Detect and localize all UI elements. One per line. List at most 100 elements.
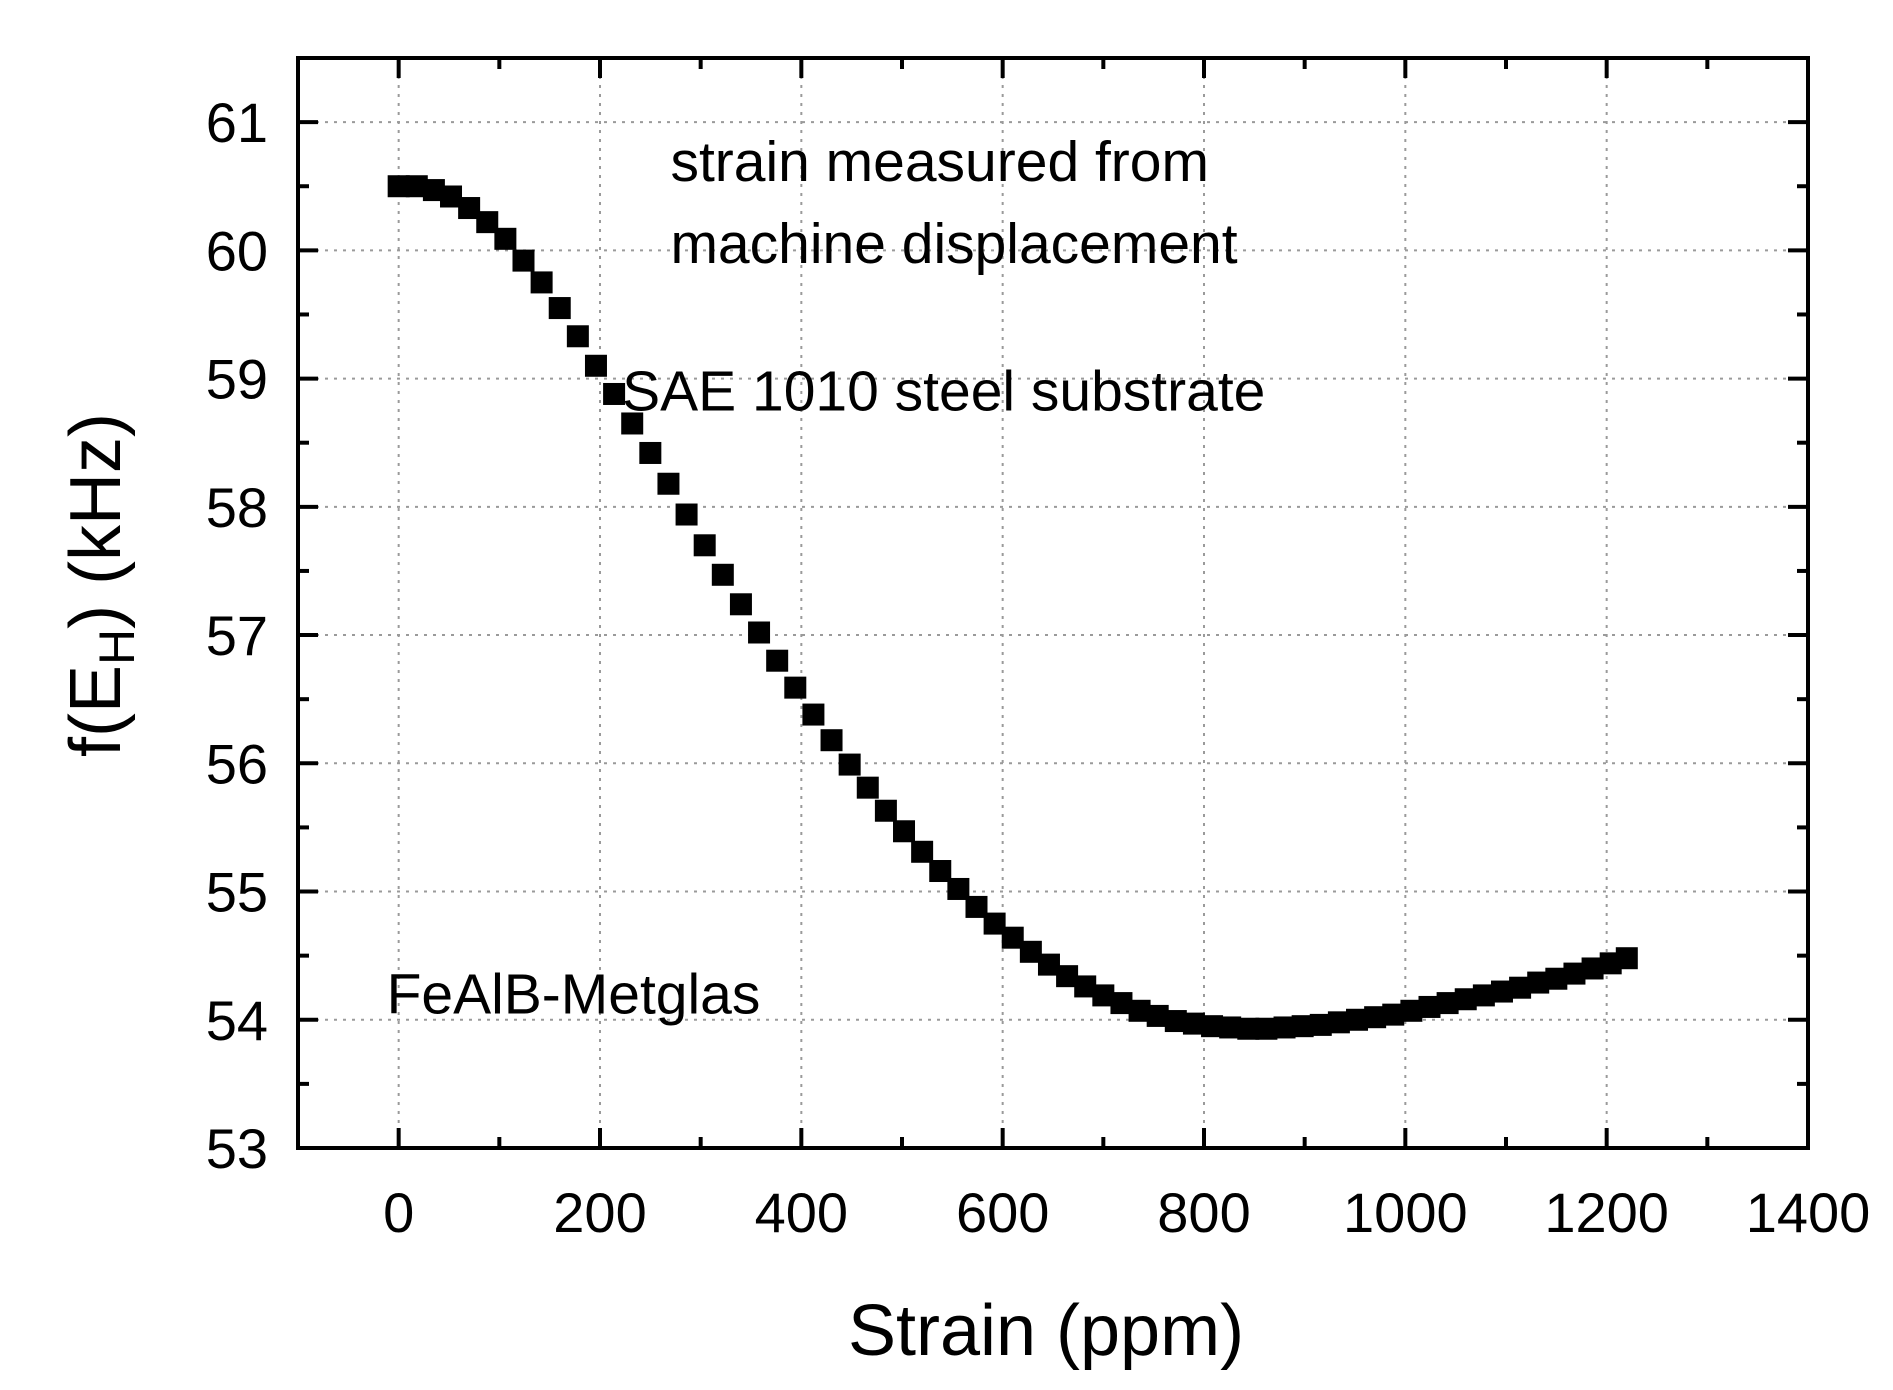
data-point [1092,984,1115,1007]
data-point [748,621,771,644]
data-point [566,325,589,348]
y-tick-label: 60 [206,219,268,282]
data-point [1074,975,1097,998]
data-point [784,676,807,699]
data-point [1436,992,1459,1015]
data-point [458,197,481,220]
x-axis-title: Strain (ppm) [848,1291,1244,1371]
annotation-text: SAE 1010 steel substrate [622,360,1265,424]
data-point [947,877,970,900]
data-point [1472,984,1495,1007]
data-point [1291,1015,1314,1038]
data-point [1146,1004,1169,1027]
data-point [1545,967,1568,990]
y-tick-label: 56 [206,732,268,795]
data-point [802,703,825,726]
data-point [838,753,861,776]
data-point [1400,999,1423,1022]
data-point [820,729,843,752]
data-point [1527,971,1550,994]
x-tick-label: 1000 [1343,1181,1468,1244]
data-point [387,175,410,198]
data-point [911,840,934,863]
data-point [1056,965,1079,988]
data-point [548,297,571,320]
data-point [874,799,897,822]
data-point [1182,1012,1205,1035]
data-point [1327,1011,1350,1034]
data-point [856,776,879,799]
data-point [1418,995,1441,1018]
data-point [675,503,698,526]
data-point [657,472,680,495]
axis-ticks [296,56,1810,1150]
data-point [1382,1003,1405,1026]
data-point [1563,962,1586,985]
y-tick-label: 55 [206,861,268,924]
data-point [1255,1017,1278,1040]
data-point [1219,1016,1242,1039]
data-point [476,211,499,234]
data-point [983,912,1006,935]
y-axis-title-tail: ) (kHz) [56,413,136,629]
x-tick-label: 400 [755,1181,848,1244]
data-point [1454,988,1477,1011]
data-point [1164,1010,1187,1033]
x-tick-label: 200 [553,1181,646,1244]
y-tick-label: 53 [206,1117,268,1180]
data-point [1364,1006,1387,1029]
data-point [1037,953,1060,976]
data-point [440,185,463,208]
y-axis-title-main: f(E [56,665,136,757]
data-point [1509,976,1532,999]
annotation-text: strain measured from [670,130,1209,194]
data-point [1615,947,1638,970]
data-point [512,249,535,272]
y-tick-label: 54 [206,989,268,1052]
data-point [1346,1008,1369,1031]
data-point [530,271,553,294]
data-point [1128,999,1151,1022]
data-point [929,860,952,883]
data-point [893,820,916,843]
data-point [1490,980,1513,1003]
x-tick-label: 600 [956,1181,1049,1244]
x-tick-label: 0 [383,1181,414,1244]
data-point [1237,1017,1260,1040]
data-point [1001,926,1024,949]
y-tick-label: 58 [206,476,268,539]
data-point [1110,992,1133,1015]
plot-frame [296,56,1810,1150]
data-point [965,895,988,918]
data-point [766,649,789,672]
data-point [693,534,716,557]
data-point [603,382,626,405]
annotation-text: FeAlB-Metglas [387,962,761,1026]
annotations: strain measured from machine displacement… [387,130,1266,1026]
data-point [1201,1015,1224,1038]
data-series-fealb-metglas [387,175,1638,1040]
x-tick-labels: 0 200 400 600 800 1000 1200 1400 [383,1181,1870,1244]
x-tick-label: 1400 [1746,1181,1871,1244]
data-point [405,175,428,198]
data-point [494,227,517,250]
data-point [422,179,445,202]
y-tick-label: 61 [206,91,268,154]
data-point [621,412,644,435]
data-point [729,593,752,616]
data-point [1273,1016,1296,1039]
data-point [584,354,607,377]
data-point [1019,940,1042,963]
y-tick-label: 57 [206,604,268,667]
x-tick-label: 800 [1157,1181,1250,1244]
y-tick-labels: 53 54 55 56 57 58 59 60 61 [206,91,268,1180]
annotation-text: machine displacement [670,212,1237,276]
x-tick-label: 1200 [1544,1181,1669,1244]
y-tick-label: 59 [206,348,268,411]
data-point [1309,1013,1332,1036]
data-point [639,441,662,464]
y-axis-title-subscript: H [89,629,145,665]
y-axis-title: f(EH) (kHz) [56,413,145,757]
data-point [711,563,734,586]
